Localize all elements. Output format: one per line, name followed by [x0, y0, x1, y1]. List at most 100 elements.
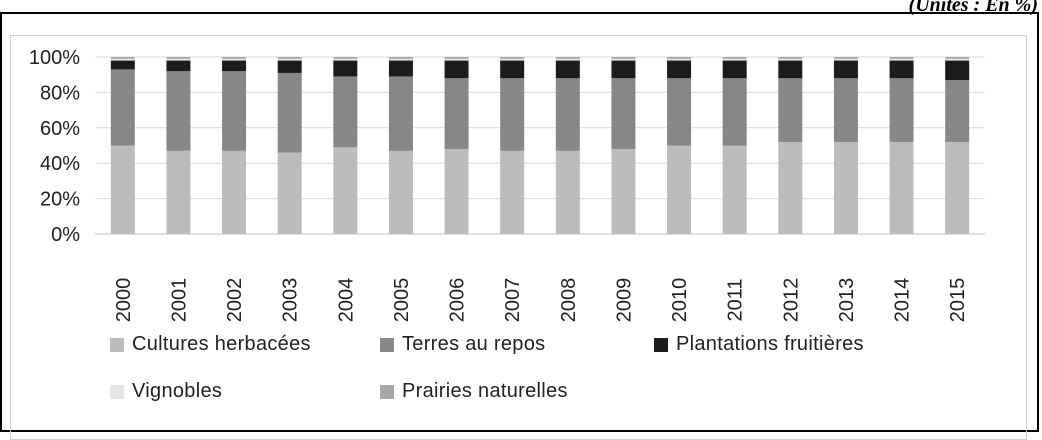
x-tick-label: 2013 — [836, 278, 858, 323]
bar-segment — [833, 141, 858, 234]
bar-segment — [388, 58, 413, 61]
bar-segment — [388, 76, 413, 151]
y-tick-label: 80% — [40, 82, 80, 104]
bar-segment — [945, 57, 970, 59]
x-tick-label: 2000 — [113, 278, 135, 323]
bar-segment — [667, 60, 692, 79]
bar-segment — [611, 58, 636, 61]
bar-segment — [110, 57, 135, 59]
x-tick-label: 2006 — [447, 278, 469, 323]
bar-segment — [833, 78, 858, 142]
bar-segment — [444, 60, 469, 79]
x-tick-label: 2012 — [780, 278, 802, 323]
bar-segment — [555, 58, 580, 61]
bar-segment — [277, 72, 302, 153]
bar-segment — [333, 57, 358, 59]
bar-segment — [500, 78, 525, 151]
y-tick-label: 20% — [40, 189, 80, 211]
bar-segment — [110, 145, 135, 234]
bar-segment — [500, 58, 525, 61]
bar-segment — [889, 57, 914, 59]
bar-segment — [277, 57, 302, 59]
bar-segment — [889, 58, 914, 61]
bar-segment — [722, 58, 747, 61]
bar-segment — [833, 58, 858, 61]
bar-segment — [444, 78, 469, 150]
bar-segment — [667, 58, 692, 61]
legend-label: Prairies naturelles — [402, 380, 568, 402]
bar-segment — [222, 150, 247, 234]
legend-swatch — [380, 338, 394, 352]
x-tick-label: 2007 — [502, 278, 524, 323]
bar-segment — [500, 57, 525, 59]
bar-segment — [945, 141, 970, 234]
x-tick-label: 2005 — [391, 278, 413, 323]
bar-segment — [833, 60, 858, 79]
bar-segment — [333, 147, 358, 234]
bar-segment — [444, 57, 469, 59]
bar-segment — [222, 57, 247, 59]
bar-segment — [555, 150, 580, 234]
bar-segment — [778, 78, 803, 142]
bar-segment — [722, 78, 747, 146]
bar-segment — [945, 60, 970, 81]
bar-segment — [722, 145, 747, 234]
bar-segment — [778, 57, 803, 59]
bar-segment — [778, 58, 803, 61]
legend-label: Vignobles — [132, 380, 223, 402]
bar-segment — [833, 57, 858, 59]
x-tick-label: 2004 — [335, 278, 357, 323]
bar-segment — [667, 145, 692, 234]
bar-segment — [611, 57, 636, 59]
x-tick-label: 2001 — [168, 278, 190, 323]
bar-segment — [611, 60, 636, 79]
bar-segment — [388, 57, 413, 59]
bar-segment — [166, 58, 191, 61]
bar-segment — [110, 69, 135, 146]
x-tick-label: 2009 — [613, 278, 635, 323]
x-tick-label: 2011 — [725, 278, 747, 321]
bar-segment — [500, 60, 525, 79]
bar-segment — [277, 58, 302, 61]
bar-segment — [110, 60, 135, 70]
legend-swatch — [380, 385, 394, 399]
bar-segment — [333, 58, 358, 61]
x-tick-label: 2010 — [669, 278, 691, 323]
bar-segment — [778, 141, 803, 234]
legend-label: Plantations fruitières — [676, 333, 864, 355]
bar-segment — [667, 57, 692, 59]
bar-segment — [555, 60, 580, 79]
legend-swatch — [110, 385, 124, 399]
bar-segment — [611, 149, 636, 234]
bar-segment — [778, 60, 803, 79]
bar-segment — [222, 60, 247, 72]
y-tick-label: 100% — [29, 47, 80, 69]
x-tick-label: 2014 — [892, 278, 914, 323]
bar-segment — [388, 60, 413, 77]
bar-segment — [722, 57, 747, 59]
legend-swatch — [110, 338, 124, 352]
bar-segment — [110, 58, 135, 61]
legend-swatch — [654, 338, 668, 352]
bar-segment — [166, 71, 191, 151]
bar-segment — [277, 60, 302, 73]
bar-segment — [555, 78, 580, 151]
bar-segment — [889, 78, 914, 142]
bar-segment — [667, 78, 692, 146]
bar-segment — [277, 152, 302, 234]
bar-segment — [333, 76, 358, 148]
bar-segment — [722, 60, 747, 79]
bar-segment — [444, 58, 469, 61]
x-tick-label: 2008 — [558, 278, 580, 323]
bar-segment — [166, 150, 191, 234]
x-tick-label: 2002 — [224, 278, 246, 323]
bar-segment — [166, 60, 191, 72]
units-label: (Unités : En %) — [908, 0, 1038, 16]
y-tick-label: 60% — [40, 118, 80, 140]
legend-label: Cultures herbacées — [132, 333, 311, 355]
x-tick-label: 2015 — [947, 278, 969, 323]
bar-segment — [500, 150, 525, 234]
bar-segment — [333, 60, 358, 77]
bar-segment — [555, 57, 580, 59]
